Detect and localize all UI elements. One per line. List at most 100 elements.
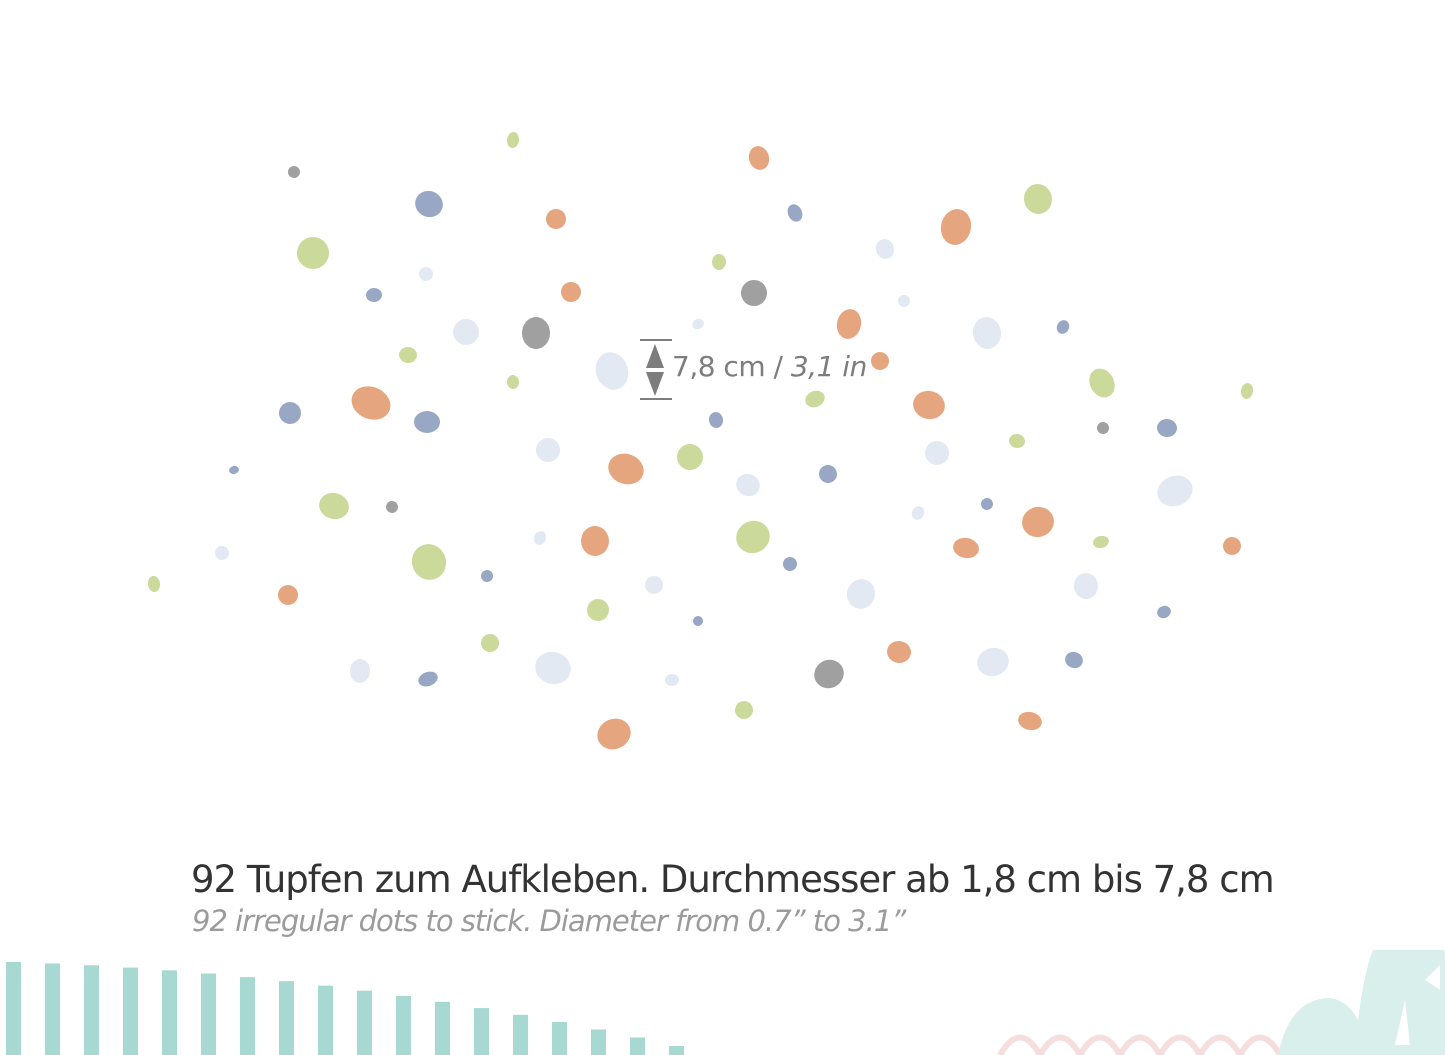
arch [1197, 1034, 1243, 1055]
dot [1009, 433, 1025, 449]
stripe [45, 963, 60, 1055]
dot [580, 526, 610, 556]
dot [147, 576, 161, 592]
stripe [84, 965, 99, 1055]
dot [748, 146, 770, 170]
dot [871, 352, 889, 370]
dot [972, 317, 1002, 349]
dot [787, 204, 803, 222]
arch [1037, 1034, 1083, 1055]
dot [481, 570, 493, 582]
dot [595, 352, 629, 390]
dot [977, 647, 1009, 677]
dot [711, 254, 727, 270]
stripe [552, 1021, 567, 1055]
arch [1237, 1034, 1283, 1055]
stripe [513, 1014, 528, 1055]
dot [819, 465, 837, 483]
dot [597, 718, 631, 750]
dot [419, 267, 433, 281]
dot [535, 651, 571, 685]
stripe [318, 985, 333, 1055]
dot [561, 282, 581, 302]
dot [1093, 535, 1109, 549]
dot [741, 280, 767, 306]
dot [1023, 184, 1053, 214]
dot [399, 346, 417, 364]
stripe [240, 977, 255, 1055]
stripe [6, 962, 21, 1055]
dot [665, 673, 679, 687]
size-separator: / [773, 350, 783, 383]
dot [319, 492, 349, 520]
dot [506, 375, 520, 389]
dot [1157, 418, 1177, 438]
dot [415, 190, 443, 218]
dot [386, 501, 398, 513]
arch [997, 1034, 1043, 1055]
dot [846, 579, 876, 609]
stripe [279, 981, 294, 1055]
dot [1022, 506, 1054, 538]
dot [692, 318, 704, 330]
size-imperial: 3,1 in [790, 350, 867, 383]
dot [836, 309, 862, 339]
size-annotation: 7,8 cm / 3,1 in [672, 350, 867, 383]
dot [411, 544, 447, 580]
stripe [357, 990, 372, 1055]
dot [521, 317, 551, 349]
caption-german: 92 Tupfen zum Aufkleben. Durchmesser ab … [191, 858, 1275, 901]
dot [288, 166, 300, 178]
arch [1117, 1034, 1163, 1055]
dot [229, 465, 239, 475]
dot [453, 319, 479, 345]
dot [297, 237, 329, 269]
dot [898, 295, 910, 307]
dot [981, 498, 993, 510]
dot [414, 411, 440, 433]
double-arrow-icon [640, 339, 672, 400]
dot [693, 616, 703, 626]
dot [953, 537, 979, 559]
dot [677, 444, 703, 470]
dot [736, 473, 760, 497]
arch [1157, 1034, 1203, 1055]
dot [925, 441, 949, 465]
dot [1089, 368, 1115, 398]
stripe [669, 1045, 684, 1055]
dot [814, 659, 844, 689]
dot [805, 390, 825, 408]
size-metric: 7,8 cm [672, 350, 766, 383]
dot [1097, 422, 1109, 434]
dot [887, 640, 911, 664]
dot [940, 209, 972, 245]
stripe [591, 1029, 606, 1055]
dot [736, 520, 770, 554]
caption-english: 92 irregular dots to stick. Diameter fro… [192, 904, 906, 938]
stripe [396, 996, 411, 1055]
dot [645, 576, 663, 594]
dot [1065, 651, 1083, 669]
hill-shapes [1278, 950, 1445, 1055]
dot [533, 531, 547, 545]
dot [913, 390, 945, 420]
dot [911, 506, 925, 520]
dot [278, 585, 298, 605]
bottom-decoration [6, 950, 1445, 1055]
dot [481, 634, 499, 652]
dot [1018, 711, 1042, 731]
dot [536, 438, 560, 462]
dot [783, 557, 797, 571]
dot [1157, 475, 1193, 507]
dot [1157, 605, 1171, 619]
dot [1073, 573, 1099, 599]
dot [875, 239, 895, 259]
stripe [162, 970, 177, 1055]
stripe [123, 967, 138, 1055]
stripe [474, 1008, 489, 1055]
dot [366, 287, 382, 303]
dot [708, 412, 724, 428]
dot [351, 386, 391, 420]
dot [279, 402, 301, 424]
